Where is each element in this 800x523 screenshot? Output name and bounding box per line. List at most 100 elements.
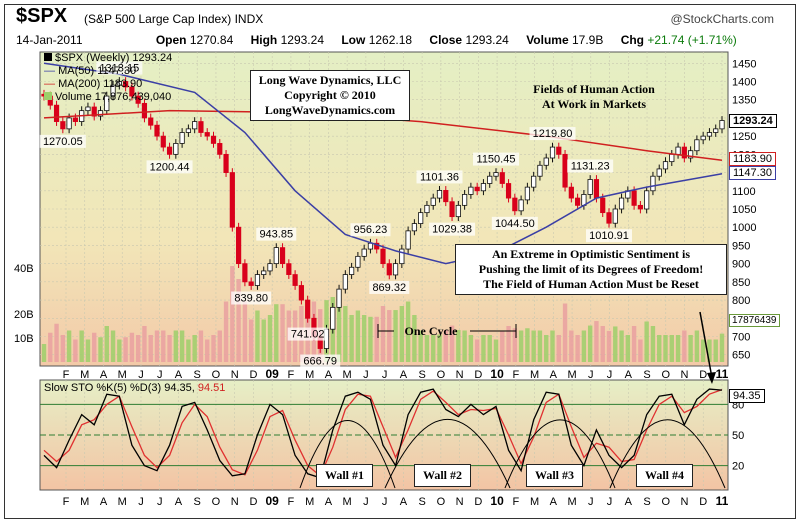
month-label: A	[100, 496, 108, 508]
candle-body	[556, 146, 562, 155]
month-label: A	[100, 369, 108, 381]
volume-bar	[682, 330, 687, 362]
volume-bar	[361, 315, 367, 362]
stockcharts-brand: @StockCharts.com	[670, 12, 774, 26]
volume-bar	[336, 301, 342, 362]
volume-tick-label: 20B	[14, 309, 34, 321]
volume-bar	[343, 306, 348, 362]
volume-bar	[462, 330, 467, 362]
month-label: M	[343, 496, 352, 508]
volume-bar	[92, 332, 97, 362]
extreme-box: An Extreme in Optimistic Sentiment is Pu…	[455, 244, 727, 295]
data-label-bg	[287, 327, 328, 341]
volume-bar	[537, 330, 543, 362]
volume-bar	[236, 279, 241, 362]
data-label-bg	[256, 227, 297, 241]
candle-body	[72, 117, 78, 122]
candle-body	[524, 186, 530, 201]
candle-body	[600, 197, 606, 214]
volume-bar	[569, 330, 574, 362]
data-label: 1131.23	[571, 160, 610, 172]
month-label: O	[437, 496, 446, 508]
volume-bar	[242, 301, 248, 362]
candle-body	[160, 135, 166, 148]
data-label: 1200.44	[150, 161, 190, 173]
candle-body	[248, 281, 254, 286]
month-label: S	[194, 369, 201, 381]
candle-body	[455, 204, 461, 218]
ma200-line	[43, 109, 723, 161]
candle-body	[493, 172, 499, 177]
stoch-d-line	[43, 388, 723, 477]
data-label-bg	[416, 170, 463, 184]
month-label: D	[699, 369, 707, 381]
month-label: A	[325, 496, 333, 508]
month-label: 09	[265, 494, 279, 508]
wall-2-label: Wall #2	[414, 464, 472, 487]
price-tick-label: 650	[732, 350, 750, 362]
volume-bar	[657, 335, 662, 362]
month-label: A	[325, 369, 333, 381]
volume-bar	[474, 339, 480, 362]
volume-bar	[135, 335, 141, 362]
candle-body	[505, 183, 512, 199]
volume-bar	[437, 334, 442, 362]
volume-bar	[644, 321, 649, 362]
candle-body	[399, 248, 405, 265]
volume-bar	[443, 330, 448, 362]
candle-body	[104, 95, 110, 112]
volume-bar	[211, 335, 216, 362]
month-label: A	[625, 496, 633, 508]
candle-body	[110, 84, 116, 97]
candle-body	[537, 164, 543, 177]
legend: $SPX (Weekly) 1293.24 — MA(50) 1147.30 —…	[44, 52, 172, 104]
candle-body	[349, 266, 355, 275]
month-label: D	[699, 496, 707, 508]
volume-bar	[368, 316, 373, 362]
month-label: D	[249, 496, 257, 508]
candle-body	[443, 190, 449, 203]
volume-bar	[223, 301, 229, 362]
candle-body	[430, 197, 436, 206]
volume-bar	[594, 321, 599, 362]
data-label: 1029.38	[432, 224, 472, 236]
month-label: O	[661, 496, 670, 508]
candle-body	[669, 153, 675, 163]
volume-bar	[449, 325, 455, 362]
month-label: 11	[716, 494, 729, 508]
data-label: 1010.91	[589, 230, 629, 242]
month-label: N	[456, 496, 464, 508]
candle-body	[675, 146, 681, 155]
volume-bar	[85, 339, 91, 362]
candle-body	[562, 153, 568, 188]
price-tick-label: 850	[732, 277, 750, 289]
candle-body	[210, 135, 217, 144]
wall-3-label: Wall #3	[526, 464, 584, 487]
month-label: N	[231, 496, 239, 508]
month-label: O	[212, 369, 221, 381]
month-label: M	[567, 369, 576, 381]
candle-body	[587, 179, 593, 195]
data-label-bg	[491, 216, 538, 230]
candle-body	[386, 263, 392, 276]
candle-body	[411, 223, 417, 232]
month-label: A	[175, 369, 183, 381]
candle-body	[681, 146, 687, 159]
stoch-tick-label: 50	[732, 430, 744, 442]
candle-body	[53, 104, 60, 122]
volume-bar	[54, 323, 59, 362]
volume-bar	[79, 330, 84, 362]
candle-body	[292, 274, 298, 286]
month-label: M	[567, 496, 576, 508]
volume-bar	[550, 330, 555, 362]
volume-bar	[606, 330, 612, 362]
volume-bar	[98, 337, 103, 362]
volume-bar	[355, 310, 361, 362]
candle-body	[575, 197, 581, 206]
month-label: M	[80, 369, 89, 381]
sentiment-arrowhead	[707, 372, 716, 384]
data-label: 1150.45	[477, 154, 516, 166]
stoch-header: Slow STO %K(5) %D(3) 94.35, 94.51	[44, 382, 226, 394]
volume-bar	[66, 330, 72, 362]
candle-body	[116, 81, 122, 86]
